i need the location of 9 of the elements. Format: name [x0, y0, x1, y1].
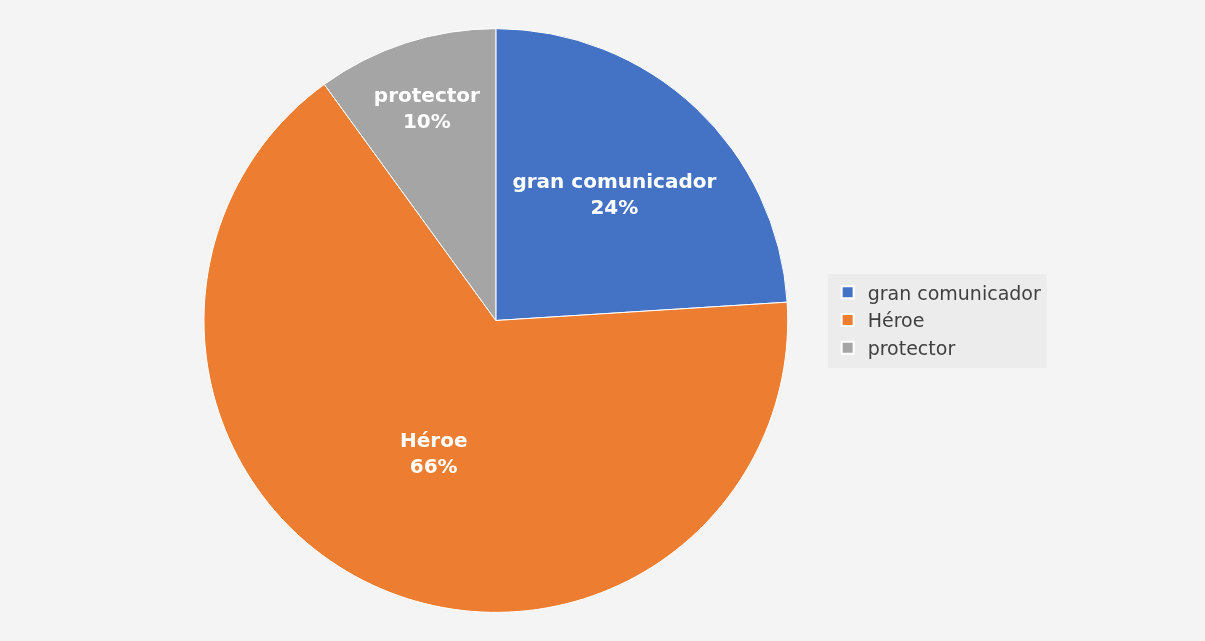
data-label: 10% [402, 109, 451, 134]
legend-label: protector [867, 337, 956, 360]
data-label: 24% [590, 195, 639, 220]
slice-label: gran comunicador [512, 169, 717, 194]
legend-label: Héroe [867, 309, 925, 332]
data-label: 66% [409, 453, 458, 478]
legend-label: gran comunicador [867, 281, 1041, 304]
slice-label: Héroe [399, 427, 468, 452]
slice-label: protector [373, 83, 481, 108]
